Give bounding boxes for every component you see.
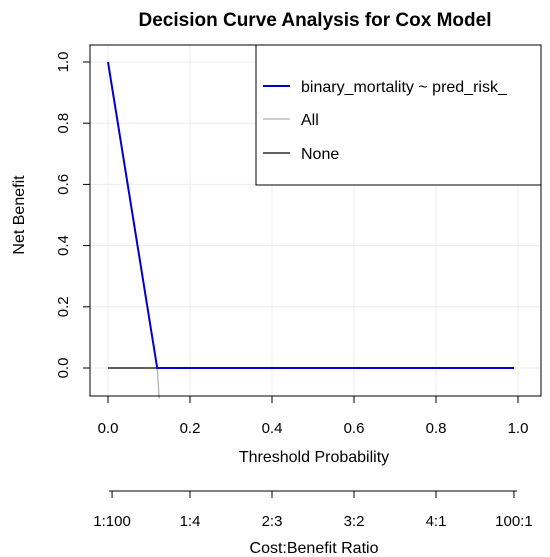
cost-benefit-tick-label: 3:2 — [344, 513, 365, 530]
x-tick-label: 0.6 — [344, 420, 365, 437]
y-tick-label: 0.8 — [55, 113, 72, 134]
legend-label: None — [301, 146, 339, 163]
x-tick-label: 1.0 — [508, 420, 529, 437]
y-tick-label: 0.4 — [55, 235, 72, 256]
cost-benefit-axis: 1:100 1:4 2:3 3:2 4:1 100:1 — [93, 490, 533, 530]
x-axis-label: Threshold Probability — [239, 449, 389, 466]
chart-title: Decision Curve Analysis for Cox Model — [139, 10, 492, 31]
series-layer — [107, 61, 514, 399]
y-tick-label: 1.0 — [55, 52, 72, 73]
legend-label: binary_mortality ~ pred_risk_ — [301, 79, 508, 96]
y-tick-label: 0.6 — [55, 174, 72, 195]
y-axis-label: Net Benefit — [11, 175, 28, 255]
legend-box — [255, 44, 542, 186]
series-line — [107, 61, 514, 369]
x-tick-label: 0.4 — [262, 420, 283, 437]
x-axis: 0.0 0.2 0.4 0.6 0.8 1.0 — [98, 395, 529, 437]
x-tick-label: 0.0 — [98, 420, 119, 437]
y-axis: 0.0 0.2 0.4 0.6 0.8 1.0 — [55, 52, 91, 379]
x-tick-label: 0.8 — [426, 420, 447, 437]
cost-benefit-tick-label: 1:100 — [93, 513, 131, 530]
legend-label: All — [301, 112, 319, 129]
cost-benefit-axis-label: Cost:Benefit Ratio — [250, 540, 379, 557]
y-tick-label: 0.2 — [55, 296, 72, 317]
cost-benefit-tick-label: 100:1 — [495, 513, 533, 530]
y-tick-label: 0.0 — [55, 358, 72, 379]
cost-benefit-tick-label: 1:4 — [180, 513, 201, 530]
cost-benefit-tick-label: 4:1 — [426, 513, 447, 530]
x-tick-label: 0.2 — [180, 420, 201, 437]
legend: binary_mortality ~ pred_risk_ All None — [255, 44, 542, 186]
cost-benefit-tick-label: 2:3 — [262, 513, 283, 530]
